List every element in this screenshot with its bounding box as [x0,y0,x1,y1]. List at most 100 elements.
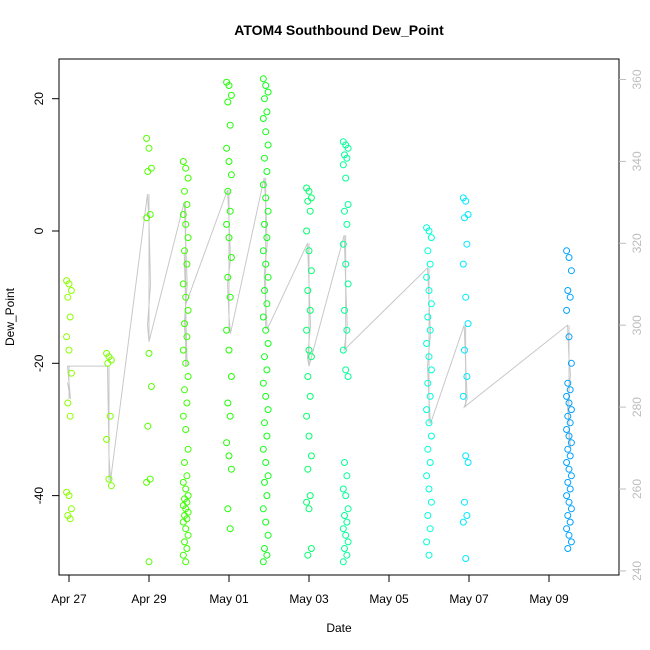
dew-point-marker [427,432,435,440]
dew-point-marker [263,234,271,242]
dew-point-marker [227,373,235,380]
dew-point-marker [306,492,314,500]
dew-point-marker [303,326,311,334]
dew-point-marker [459,518,467,526]
dew-point-marker [107,482,115,490]
dew-point-marker [181,459,188,466]
dew-point-marker [303,412,311,420]
dew-point-marker [424,247,432,255]
dew-point-marker [263,551,271,559]
dew-point-marker [144,168,152,175]
dew-point-marker [304,197,312,205]
x-tick-label: May 05 [369,592,409,606]
dew-point-marker [425,287,433,294]
dew-point-marker [179,412,187,420]
dew-point-marker [183,260,191,268]
dew-point-marker [184,306,192,314]
dew-point-marker [259,75,267,83]
dew-point-marker [182,220,190,228]
dew-point-marker [264,472,272,480]
dew-point-marker [64,399,72,407]
dew-point-marker [343,518,351,526]
dew-point-marker [463,512,471,519]
dew-point-marker [307,194,315,202]
dew-point-marker [565,254,573,261]
dew-point-marker [425,485,433,493]
dew-point-marker [305,247,313,255]
dew-point-marker [259,379,267,387]
dew-point-marker [225,158,233,165]
dew-point-marker [567,538,575,546]
dew-point-marker [339,485,347,493]
dew-point-marker [567,505,575,513]
dew-point-marker [65,492,73,500]
y-axis-left: 20 0 -20 -40 [32,92,59,505]
dew-point-marker [67,287,75,294]
y-left-tick-label: -40 [32,487,46,505]
dew-point-marker [179,211,187,218]
dew-point-marker [106,412,114,420]
dew-point-marker [264,340,272,347]
dew-point-marker [564,287,572,294]
dew-point-marker [227,465,235,473]
dew-point-marker [226,207,234,215]
chart-title: ATOM4 Southbound Dew_Point [234,22,444,38]
dew-point-marker [179,346,187,354]
dew-point-marker [343,326,351,334]
dew-point-marker [427,300,435,308]
dew-point-marker [67,369,75,377]
dew-point-marker [341,207,348,215]
dew-point-marker [262,392,270,400]
dew-point-marker [264,273,272,281]
dew-point-marker [424,379,432,387]
dew-point-marker [342,531,350,539]
dew-point-marker [565,432,573,440]
dew-point-marker [344,505,352,513]
dew-point-marker [226,525,234,533]
dew-point-marker [341,545,348,552]
dew-point-marker [339,161,347,169]
dew-point-marker [344,280,352,288]
dew-point-marker [425,227,433,235]
dew-point-marker [344,144,352,152]
dew-point-marker [341,306,348,314]
dew-point-marker [264,141,272,149]
dew-point-marker [263,300,271,308]
dew-point-marker [261,478,268,486]
dew-point-marker [179,518,187,526]
dew-point-marker [566,293,574,301]
dew-point-marker [263,108,271,116]
dew-point-marker [182,426,190,433]
dew-point-marker [563,459,571,466]
dew-point-marker [264,406,272,414]
dew-point-marker [181,187,188,195]
dew-point-marker [564,512,572,519]
wind-direction-trace [66,177,572,481]
dew-point-marker [263,168,271,175]
dew-point-marker [425,419,433,427]
dew-point-marker [339,346,347,354]
dew-point-marker [565,498,573,506]
dew-point-marker [259,115,267,122]
dew-point-marker [342,260,350,268]
dew-point-marker [339,525,347,533]
dew-point-marker [426,326,434,334]
dew-point-marker [307,267,315,275]
dew-point-marker [343,472,351,480]
dew-point-marker [181,538,188,546]
dew-point-marker [179,551,187,559]
dew-point-marker [261,419,268,427]
dew-point-marker [226,412,234,420]
dew-point-marker [224,98,232,106]
x-axis: Apr 27 Apr 29 May 01 May 03 May 05 May 07 May … [51,575,569,606]
dew-point-marker [66,313,74,321]
dew-point-marker [464,320,472,328]
dew-point-marker [262,194,270,202]
plot-frame [58,58,620,576]
dew-point-marker [145,349,153,357]
dew-point-marker [143,478,151,486]
dew-point-marker [567,472,575,480]
dew-point-marker [184,234,192,242]
dew-point-marker [567,359,575,367]
dew-point-marker [226,293,234,301]
